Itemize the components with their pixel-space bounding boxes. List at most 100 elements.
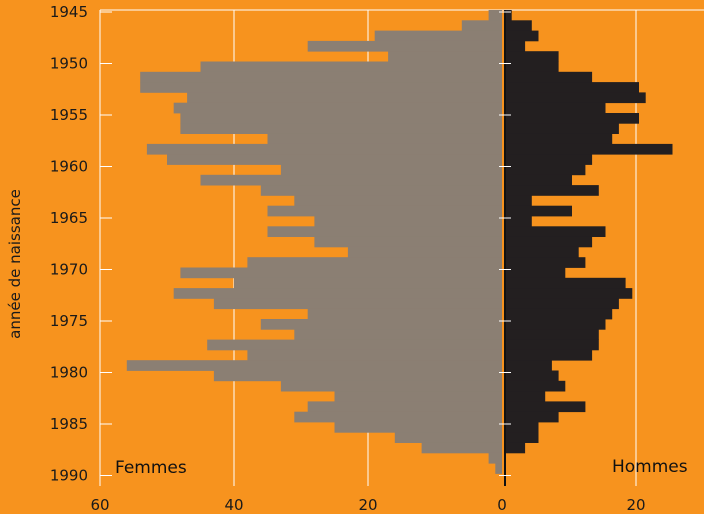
hommes-bar-1974 bbox=[505, 308, 613, 320]
femmes-bar-1958 bbox=[146, 143, 502, 155]
femmes-bar-1955 bbox=[180, 113, 502, 124]
femmes-bar-1983 bbox=[307, 401, 502, 413]
femmes-bar-1981 bbox=[280, 380, 502, 392]
hommes-bar-1956 bbox=[505, 123, 619, 134]
hommes-bars bbox=[505, 10, 673, 454]
femmes-bar-1965 bbox=[314, 216, 502, 227]
femmes-label: Femmes bbox=[115, 458, 187, 478]
femmes-bar-1963 bbox=[294, 195, 502, 207]
hommes-bar-1961 bbox=[505, 174, 572, 186]
hommes-bar-1970 bbox=[505, 267, 566, 279]
hommes-bar-1971 bbox=[505, 277, 626, 289]
hommes-bar-1958 bbox=[505, 143, 673, 155]
hommes-bar-1977 bbox=[505, 339, 599, 351]
femmes-bar-1989 bbox=[495, 463, 502, 474]
hommes-bar-1981 bbox=[505, 380, 566, 392]
femmes-bar-1987 bbox=[421, 442, 502, 454]
hommes-bar-1978 bbox=[505, 349, 593, 361]
hommes-bar-1948 bbox=[505, 40, 526, 52]
y-tick-label: 1955 bbox=[50, 106, 88, 124]
femmes-bar-1970 bbox=[180, 267, 502, 279]
hommes-bar-1963 bbox=[505, 195, 532, 207]
femmes-bar-1968 bbox=[347, 246, 502, 258]
y-tick-label: 1970 bbox=[50, 261, 88, 279]
femmes-bar-1982 bbox=[334, 391, 502, 402]
hommes-bar-1945 bbox=[505, 10, 512, 21]
femmes-bar-1974 bbox=[307, 308, 502, 320]
hommes-bar-1980 bbox=[505, 370, 559, 382]
y-tick-label: 1950 bbox=[50, 55, 88, 73]
femmes-bar-1954 bbox=[173, 102, 502, 114]
y-tick-label: 1990 bbox=[50, 467, 88, 485]
femmes-bar-1956 bbox=[180, 123, 502, 134]
femmes-bar-1975 bbox=[260, 319, 502, 330]
y-tick-label: 1985 bbox=[50, 415, 88, 433]
hommes-bar-1982 bbox=[505, 391, 546, 402]
hommes-bar-1949 bbox=[505, 51, 559, 62]
hommes-bar-1979 bbox=[505, 360, 552, 371]
hommes-bar-1984 bbox=[505, 411, 559, 423]
hommes-bar-1960 bbox=[505, 164, 586, 176]
hommes-bar-1947 bbox=[505, 30, 539, 42]
hommes-bar-1968 bbox=[505, 246, 579, 258]
hommes-bar-1946 bbox=[505, 20, 532, 31]
femmes-bar-1945 bbox=[488, 10, 502, 21]
femmes-bar-1976 bbox=[294, 329, 502, 340]
hommes-bar-1972 bbox=[505, 288, 633, 299]
hommes-bar-1975 bbox=[505, 319, 606, 330]
hommes-bar-1953 bbox=[505, 92, 646, 104]
hommes-bar-1987 bbox=[505, 442, 526, 454]
hommes-bar-1955 bbox=[505, 113, 639, 124]
x-tick-label: 60 bbox=[90, 496, 109, 514]
y-tick-label: 1980 bbox=[50, 364, 88, 382]
hommes-bar-1964 bbox=[505, 205, 572, 217]
femmes-bar-1959 bbox=[167, 154, 502, 165]
axes bbox=[99, 10, 506, 486]
femmes-bar-1988 bbox=[488, 452, 502, 464]
femmes-bars bbox=[126, 10, 503, 474]
femmes-bar-1962 bbox=[260, 185, 502, 196]
hommes-bar-1976 bbox=[505, 329, 599, 340]
femmes-bar-1957 bbox=[267, 133, 502, 145]
hommes-bar-1983 bbox=[505, 401, 586, 413]
hommes-bar-1957 bbox=[505, 133, 613, 145]
femmes-bar-1972 bbox=[173, 288, 502, 299]
femmes-bar-1953 bbox=[187, 92, 502, 104]
x-tick-label: 20 bbox=[358, 496, 377, 514]
femmes-bar-1951 bbox=[140, 71, 502, 83]
hommes-bar-1985 bbox=[505, 422, 539, 433]
femmes-bar-1978 bbox=[247, 349, 502, 361]
femmes-bar-1971 bbox=[234, 277, 502, 289]
femmes-bar-1964 bbox=[267, 205, 502, 217]
femmes-bar-1949 bbox=[388, 51, 502, 62]
femmes-bar-1947 bbox=[374, 30, 502, 42]
hommes-label: Hommes bbox=[612, 457, 688, 477]
hommes-bar-1959 bbox=[505, 154, 593, 165]
hommes-bar-1954 bbox=[505, 102, 606, 114]
hommes-bar-1951 bbox=[505, 71, 593, 83]
y-tick-labels: 1945 1950 1955 1960 1965 1970 1975 1980 1985 1990 bbox=[50, 3, 511, 485]
femmes-bar-1973 bbox=[213, 298, 502, 310]
hommes-bar-1962 bbox=[505, 185, 599, 196]
hommes-bar-1966 bbox=[505, 226, 606, 237]
femmes-bar-1969 bbox=[247, 257, 502, 268]
x-tick-labels: 60 40 20 0 20 bbox=[90, 496, 645, 514]
hommes-bar-1969 bbox=[505, 257, 586, 268]
y-tick-label: 1965 bbox=[50, 209, 88, 227]
x-tick-label: 20 bbox=[626, 496, 645, 514]
femmes-bar-1980 bbox=[213, 370, 502, 382]
femmes-bar-1960 bbox=[280, 164, 502, 176]
femmes-bar-1984 bbox=[294, 411, 502, 423]
y-tick-label: 1960 bbox=[50, 158, 88, 176]
hommes-bar-1973 bbox=[505, 298, 619, 310]
femmes-bar-1948 bbox=[307, 40, 502, 52]
femmes-bar-1977 bbox=[207, 339, 502, 351]
femmes-bar-1946 bbox=[461, 20, 502, 31]
femmes-bar-1950 bbox=[200, 61, 502, 73]
femmes-bar-1952 bbox=[140, 82, 502, 93]
x-tick-label: 40 bbox=[224, 496, 243, 514]
hommes-bar-1950 bbox=[505, 61, 559, 73]
y-tick-label: 1945 bbox=[50, 3, 88, 21]
femmes-bar-1979 bbox=[126, 360, 503, 371]
